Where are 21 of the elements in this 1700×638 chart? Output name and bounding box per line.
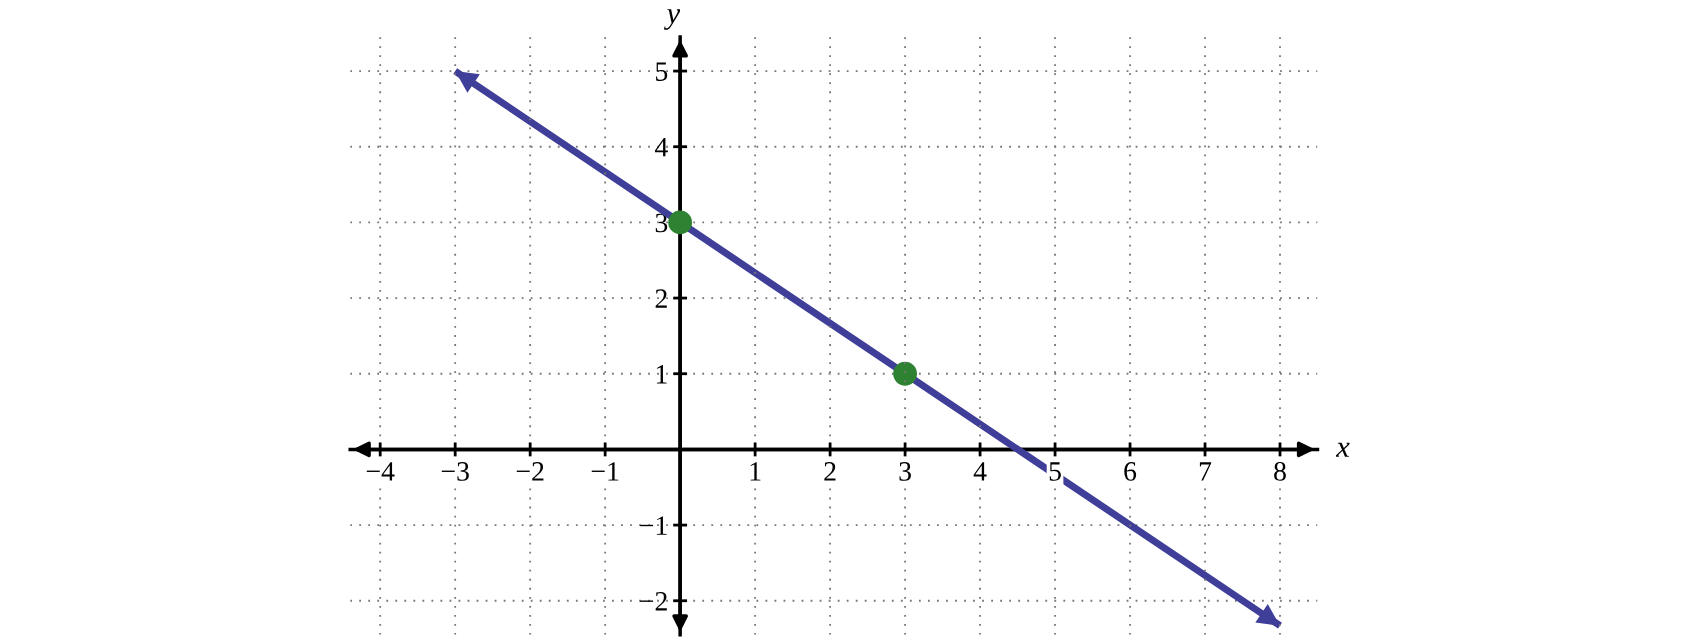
x-tick-label: −4 xyxy=(366,462,395,481)
x-tick-label: 2 xyxy=(824,462,836,481)
x-tick-label: 5 xyxy=(1049,462,1061,481)
y-axis-title: y xyxy=(664,9,681,30)
x-tick-label: 7 xyxy=(1199,462,1212,481)
x-tick-label: 1 xyxy=(750,462,761,481)
x-tick-label: −1 xyxy=(591,462,619,481)
y-tick-label: 5 xyxy=(656,62,668,81)
x-tick-label: −2 xyxy=(516,462,544,481)
y-tick-label: 3 xyxy=(655,213,668,233)
y-tick-label: −2 xyxy=(640,592,667,611)
y-tick-label: 4 xyxy=(654,138,668,157)
x-axis-title: x xyxy=(1335,442,1350,457)
y-tick-label: −1 xyxy=(640,516,667,535)
y-tick-label: 1 xyxy=(656,365,667,384)
x-tick-label: −3 xyxy=(441,462,469,481)
x-tick-label: 6 xyxy=(1124,462,1137,481)
x-tick-label: 4 xyxy=(973,462,987,481)
x-tick-label: 3 xyxy=(899,462,911,481)
y-tick-label: 2 xyxy=(655,289,667,308)
x-tick-label: 8 xyxy=(1274,462,1286,481)
